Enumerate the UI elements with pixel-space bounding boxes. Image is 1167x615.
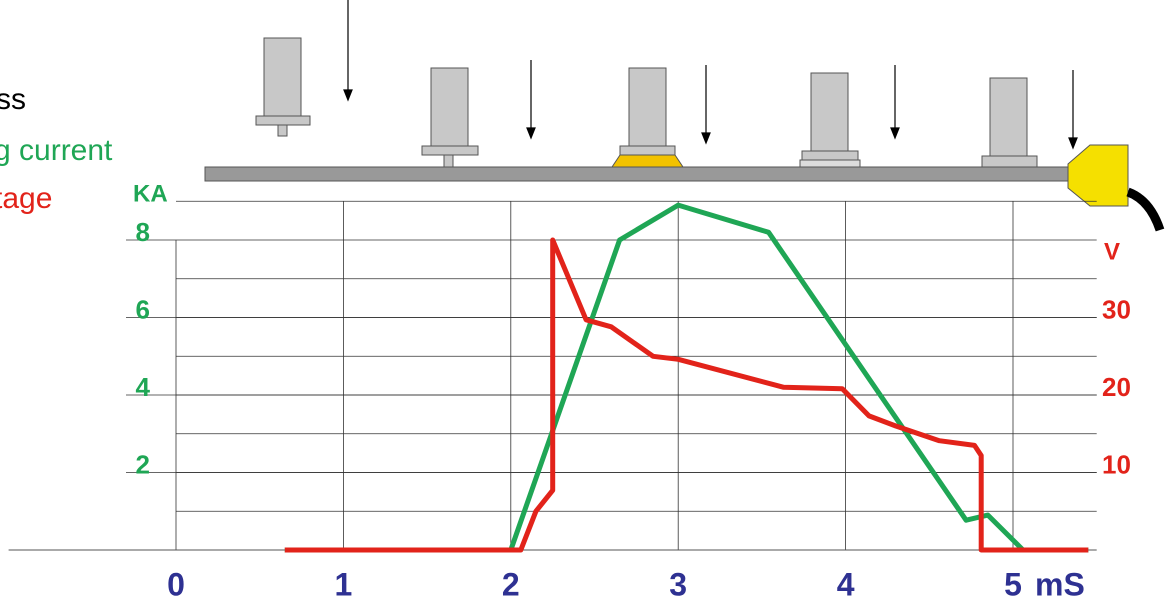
illustration	[204, 37, 1165, 232]
x-axis-label: mS	[1035, 566, 1085, 602]
arrows	[343, 0, 1078, 150]
y2-tick-label: 10	[1102, 449, 1131, 479]
x-tick-label: 4	[837, 566, 855, 602]
x-tick-label: 2	[502, 566, 520, 602]
y-tick-label: 2	[136, 449, 150, 479]
x-tick-label: 0	[167, 566, 185, 602]
y-axis-label: KA	[133, 180, 168, 207]
series-line	[284, 237, 1089, 553]
legend-entry: g current	[0, 134, 113, 167]
y-tick-label: 4	[136, 372, 151, 402]
x-tick-label: 3	[669, 566, 687, 602]
y-tick-label: 6	[136, 294, 150, 324]
annotation: ss	[0, 83, 26, 116]
x-tick-label: 1	[335, 566, 353, 602]
y2-tick-label: 30	[1102, 294, 1131, 324]
y-tick-label: 8	[136, 217, 150, 247]
y2-axis-label: V	[1104, 238, 1120, 265]
series-line	[284, 202, 1089, 553]
y2-tick-label: 20	[1102, 372, 1131, 402]
x-tick-label: 5	[1004, 566, 1022, 602]
